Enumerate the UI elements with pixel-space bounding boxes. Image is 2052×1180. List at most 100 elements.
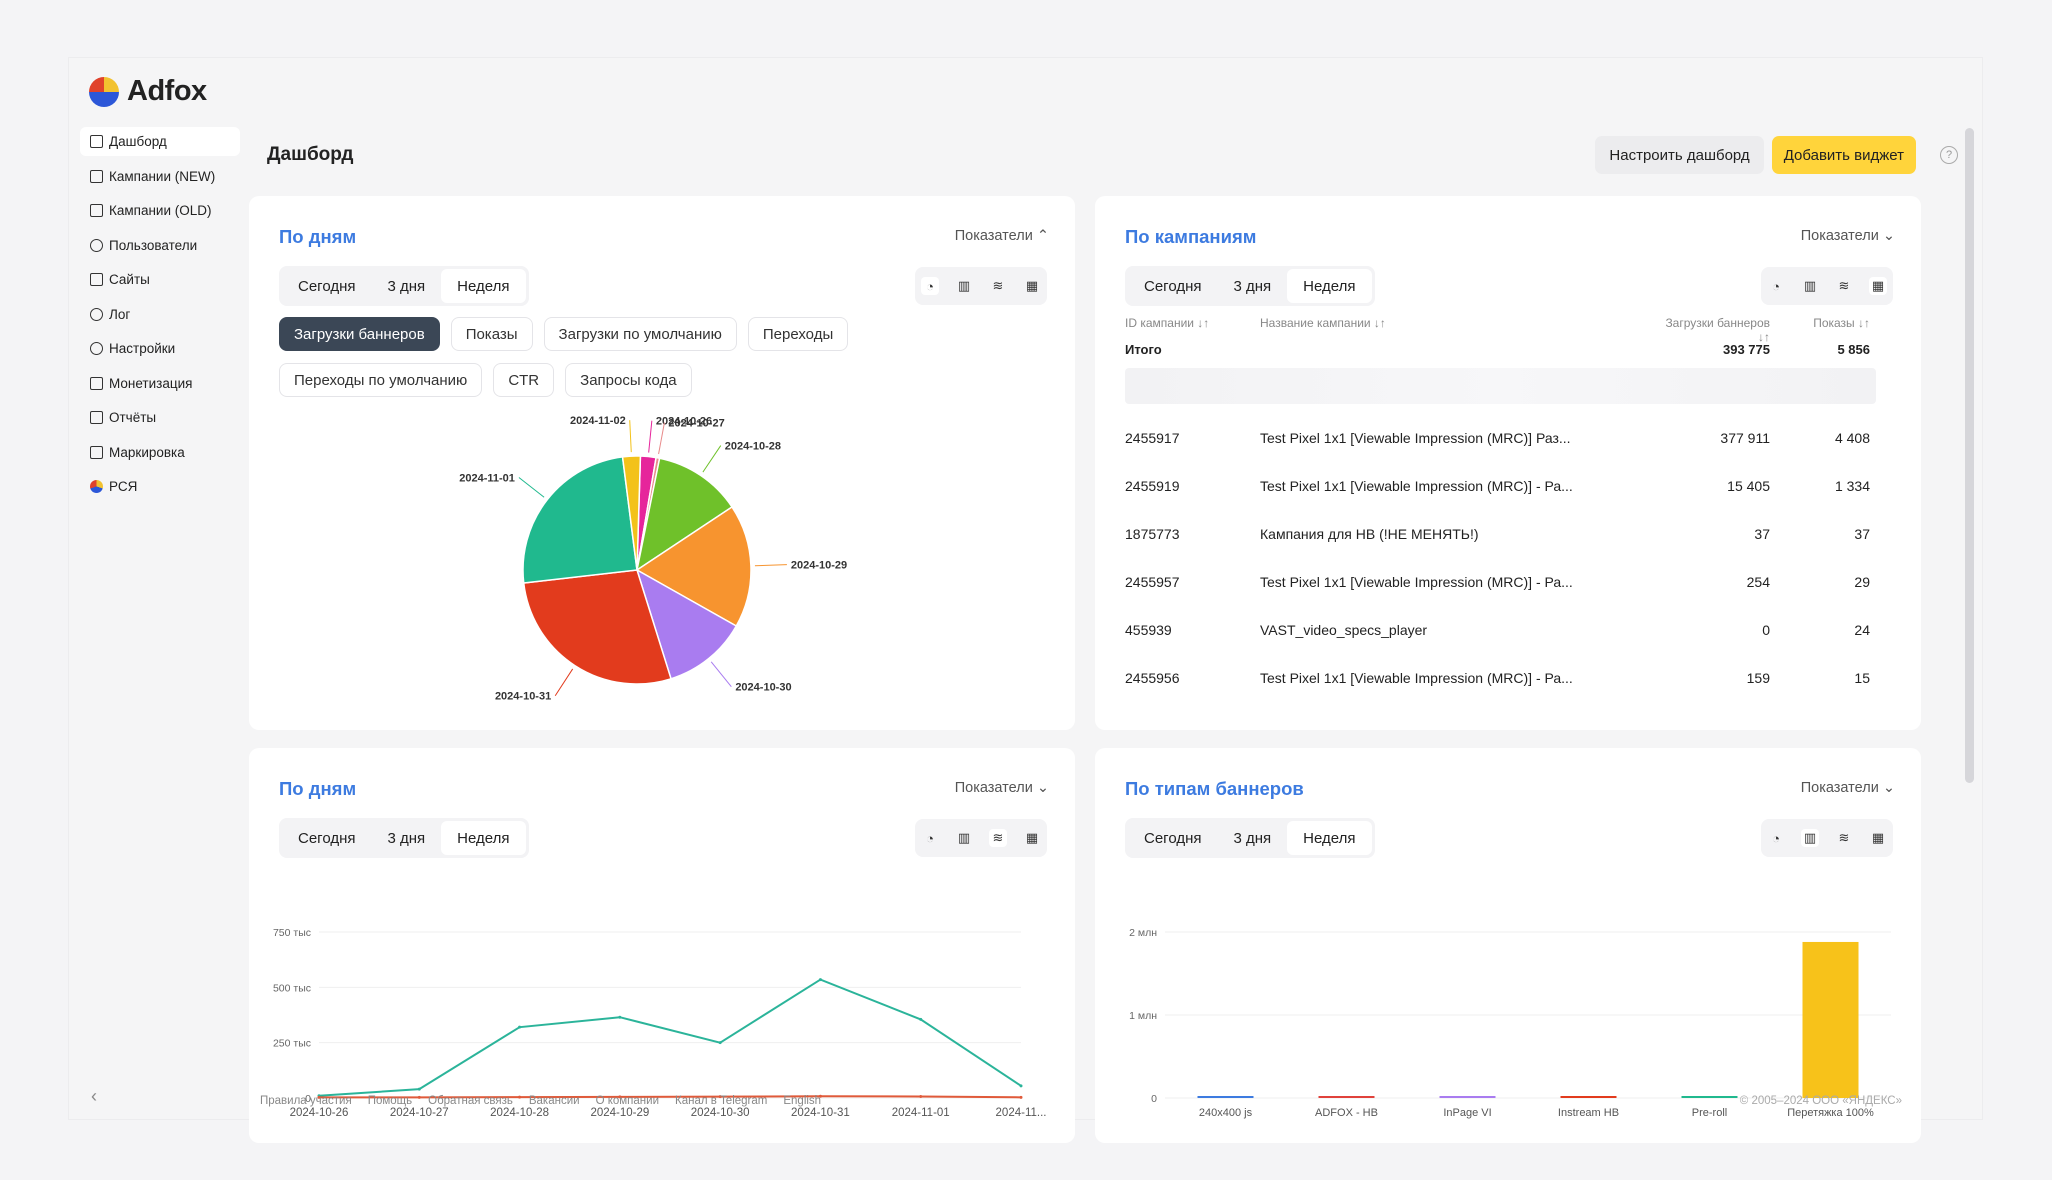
footer-link-telegram[interactable]: Канал в Telegram <box>675 1095 768 1107</box>
metrics-dropdown[interactable]: Показатели ⌄ <box>955 780 1049 796</box>
period-today[interactable]: Сегодня <box>298 277 356 295</box>
footer-link-about[interactable]: О компании <box>595 1095 659 1107</box>
chip-banner-loads[interactable]: Загрузки баннеров <box>279 317 440 351</box>
cell-loads: 0 <box>1762 622 1770 638</box>
help-icon[interactable]: ? <box>1940 146 1958 164</box>
table-row[interactable]: 2455957 Test Pixel 1x1 [Viewable Impressi… <box>1125 558 1876 606</box>
chip-default-clicks[interactable]: Переходы по умолчанию <box>279 363 483 397</box>
col-campaign-name[interactable]: Название кампании ↓↑ <box>1260 316 1386 330</box>
sidebar-item-label: РСЯ <box>109 479 138 494</box>
logo[interactable]: Adfox <box>89 75 207 108</box>
sidebar-item-marking[interactable]: Маркировка <box>80 438 240 467</box>
cell-id: 455939 <box>1125 622 1172 638</box>
cell-id: 2455917 <box>1125 430 1180 446</box>
widget-by-campaigns: По кампаниям Показатели ⌄ Сегодня 3 дня … <box>1095 196 1921 730</box>
table-view-icon[interactable]: ▦ <box>1025 278 1039 293</box>
col-campaign-id[interactable]: ID кампании ↓↑ <box>1125 316 1210 330</box>
table-row[interactable]: 2455917 Test Pixel 1x1 [Viewable Impressi… <box>1125 414 1876 462</box>
period-week[interactable]: Неделя <box>441 269 526 303</box>
bar-chart-icon[interactable]: ▥ <box>1801 829 1819 847</box>
collapse-sidebar-icon[interactable]: ‹ <box>91 1086 97 1106</box>
wallet-icon <box>90 376 103 390</box>
sidebar-item-monetization[interactable]: Монетизация <box>80 369 240 398</box>
chip-clicks[interactable]: Переходы <box>747 317 849 351</box>
x-tick-label: 2024-10-29 <box>590 1107 649 1119</box>
sidebar-item-log[interactable]: Лог <box>80 300 240 329</box>
add-widget-button[interactable]: Добавить виджет <box>1771 136 1916 174</box>
line-chart-icon[interactable]: ≋ <box>1838 830 1850 845</box>
period-week[interactable]: Неделя <box>1287 821 1372 855</box>
table-row[interactable]: 455939 VAST_video_specs_player 0 24 <box>1125 606 1876 654</box>
copyright: © 2005–2024 ООО «ЯНДЕКС» <box>1739 1095 1902 1107</box>
series-point <box>618 1015 622 1019</box>
line-chart-icon[interactable]: ≋ <box>1838 278 1850 293</box>
bar-chart-icon[interactable]: ▥ <box>1803 278 1817 293</box>
sidebar-nav: Дашборд Кампании (NEW) Кампании (OLD) По… <box>80 127 240 507</box>
col-banner-loads[interactable]: Загрузки баннеров ↓↑ <box>1665 316 1770 344</box>
bar <box>1560 1096 1617 1098</box>
table-view-icon[interactable]: ▦ <box>1025 830 1039 845</box>
y-tick-label: 250 тыс <box>273 1038 311 1050</box>
cell-name[interactable]: VAST_video_specs_player <box>1260 622 1428 638</box>
period-week[interactable]: Неделя <box>441 821 526 855</box>
table-row[interactable]: 2455956 Test Pixel 1x1 [Viewable Impressi… <box>1125 654 1876 702</box>
footer-link-feedback[interactable]: Обратная связь <box>428 1095 513 1107</box>
period-3-days[interactable]: 3 дня <box>387 829 426 847</box>
sidebar-item-sites[interactable]: Сайты <box>80 265 240 294</box>
bar-chart-icon[interactable]: ▥ <box>957 278 971 293</box>
pie-chart-icon[interactable]: ◔ <box>921 277 939 295</box>
chip-ctr[interactable]: CTR <box>493 363 555 397</box>
period-week[interactable]: Неделя <box>1287 269 1372 303</box>
line-chart-icon[interactable]: ≋ <box>989 829 1007 847</box>
sidebar-item-campaigns-new[interactable]: Кампании (NEW) <box>80 162 240 191</box>
pie-chart-icon[interactable]: ◔ <box>1772 830 1780 846</box>
folder-icon <box>90 204 103 217</box>
pie-chart-icon[interactable]: ◔ <box>926 830 934 846</box>
cell-name[interactable]: Test Pixel 1x1 [Viewable Impression (MRC… <box>1260 430 1571 446</box>
period-today[interactable]: Сегодня <box>298 829 356 847</box>
period-3-days[interactable]: 3 дня <box>1233 277 1272 295</box>
setup-dashboard-button[interactable]: Настроить дашборд <box>1595 136 1764 174</box>
pie-label: 2024-11-02 <box>570 415 626 427</box>
cell-name[interactable]: Test Pixel 1x1 [Viewable Impression (MRC… <box>1260 670 1573 686</box>
bar <box>1197 1096 1254 1098</box>
footer-link-rules[interactable]: Правила участия <box>260 1095 352 1107</box>
sidebar-item-campaigns-old[interactable]: Кампании (OLD) <box>80 196 240 225</box>
period-3-days[interactable]: 3 дня <box>1233 829 1272 847</box>
metrics-dropdown[interactable]: Показатели ⌃ <box>955 228 1049 244</box>
pie-label: 2024-10-31 <box>495 691 551 703</box>
pie-slice <box>635 568 738 680</box>
footer-link-vacancies[interactable]: Вакансии <box>528 1095 580 1107</box>
page-scrollbar[interactable] <box>1965 128 1974 783</box>
period-today[interactable]: Сегодня <box>1144 829 1202 847</box>
footer-link-english[interactable]: English <box>783 1095 822 1107</box>
sidebar-item-reports[interactable]: Отчёты <box>80 403 240 432</box>
table-row[interactable]: 2455919 Test Pixel 1x1 [Viewable Impressi… <box>1125 462 1876 510</box>
period-3-days[interactable]: 3 дня <box>387 277 426 295</box>
table-view-icon[interactable]: ▦ <box>1869 277 1887 295</box>
sidebar-item-settings[interactable]: Настройки <box>80 334 240 363</box>
sidebar-item-rsya[interactable]: РСЯ <box>80 472 240 501</box>
bar-chart-icon[interactable]: ▥ <box>957 830 971 845</box>
table-view-icon[interactable]: ▦ <box>1871 830 1885 845</box>
cell-name[interactable]: Test Pixel 1x1 [Viewable Impression (MRC… <box>1260 478 1573 494</box>
cell-name[interactable]: Test Pixel 1x1 [Viewable Impression (MRC… <box>1260 574 1573 590</box>
table-row[interactable]: 1875773 Кампания для НВ (!НЕ МЕНЯТЬ!) 37 37 <box>1125 510 1876 558</box>
line-chart-icon[interactable]: ≋ <box>992 278 1004 293</box>
pie-chart-icon[interactable]: ◔ <box>1772 278 1780 294</box>
footer-link-help[interactable]: Помощь <box>367 1095 413 1107</box>
series-point <box>919 1094 923 1098</box>
chip-default-loads[interactable]: Загрузки по умолчанию <box>543 317 737 351</box>
col-impressions[interactable]: Показы ↓↑ <box>1813 316 1870 330</box>
chip-code-requests[interactable]: Запросы кода <box>565 363 692 397</box>
sidebar-item-dashboard[interactable]: Дашборд <box>80 127 240 156</box>
period-today[interactable]: Сегодня <box>1144 277 1202 295</box>
y-tick-label: 0 <box>1151 1093 1157 1105</box>
pie-leader-line <box>754 564 787 567</box>
metrics-dropdown[interactable]: Показатели ⌄ <box>1801 228 1895 244</box>
chip-impressions[interactable]: Показы <box>450 317 533 351</box>
cell-name[interactable]: Кампания для НВ (!НЕ МЕНЯТЬ!) <box>1260 526 1479 542</box>
sidebar-item-users[interactable]: Пользователи <box>80 231 240 260</box>
pie-label: 2024-10-28 <box>725 441 781 453</box>
metrics-dropdown[interactable]: Показатели ⌄ <box>1801 780 1895 796</box>
